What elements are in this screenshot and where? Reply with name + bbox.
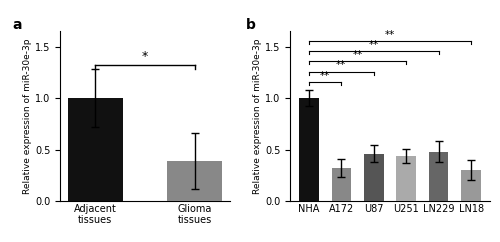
Text: **: ** — [368, 40, 379, 50]
Y-axis label: Relative expression of miR-30e-3p: Relative expression of miR-30e-3p — [253, 38, 262, 194]
Y-axis label: Relative expression of miR-30e-3p: Relative expression of miR-30e-3p — [23, 38, 32, 194]
Bar — [168, 161, 222, 201]
Bar — [332, 168, 351, 201]
Text: **: ** — [336, 60, 346, 70]
Text: **: ** — [385, 30, 395, 40]
Bar — [68, 98, 122, 201]
Bar — [429, 151, 448, 201]
Text: a: a — [12, 18, 22, 32]
Text: **: ** — [352, 50, 362, 60]
Bar — [462, 170, 481, 201]
Bar — [364, 154, 384, 201]
Bar — [396, 156, 416, 201]
Text: *: * — [142, 50, 148, 63]
Bar — [299, 98, 318, 201]
Text: b: b — [246, 18, 256, 32]
Text: **: ** — [320, 71, 330, 81]
